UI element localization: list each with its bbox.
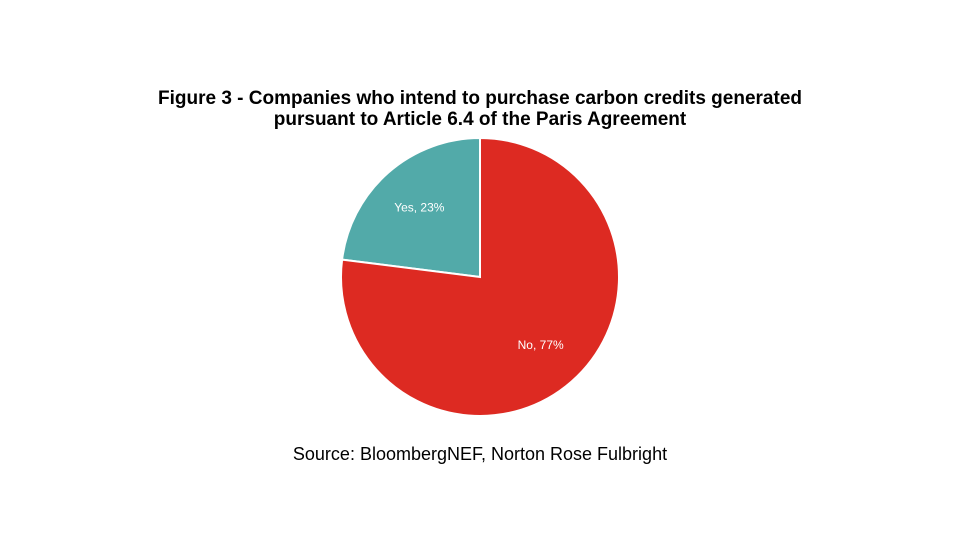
data-label: Yes, 23%: [394, 200, 445, 214]
data-label: No, 77%: [518, 338, 564, 352]
source: Source: BloombergNEF, Norton Rose Fulbri…: [293, 444, 667, 464]
pie-slice: [340, 136, 481, 279]
chart-title: pursuant to Article 6.4 of the Paris Agr…: [274, 109, 687, 130]
pie-slice: [340, 136, 620, 417]
chart-title: Figure 3 - Companies who intend to purch…: [158, 88, 802, 109]
pie: Yes, 23% No, 77%: [340, 136, 620, 417]
